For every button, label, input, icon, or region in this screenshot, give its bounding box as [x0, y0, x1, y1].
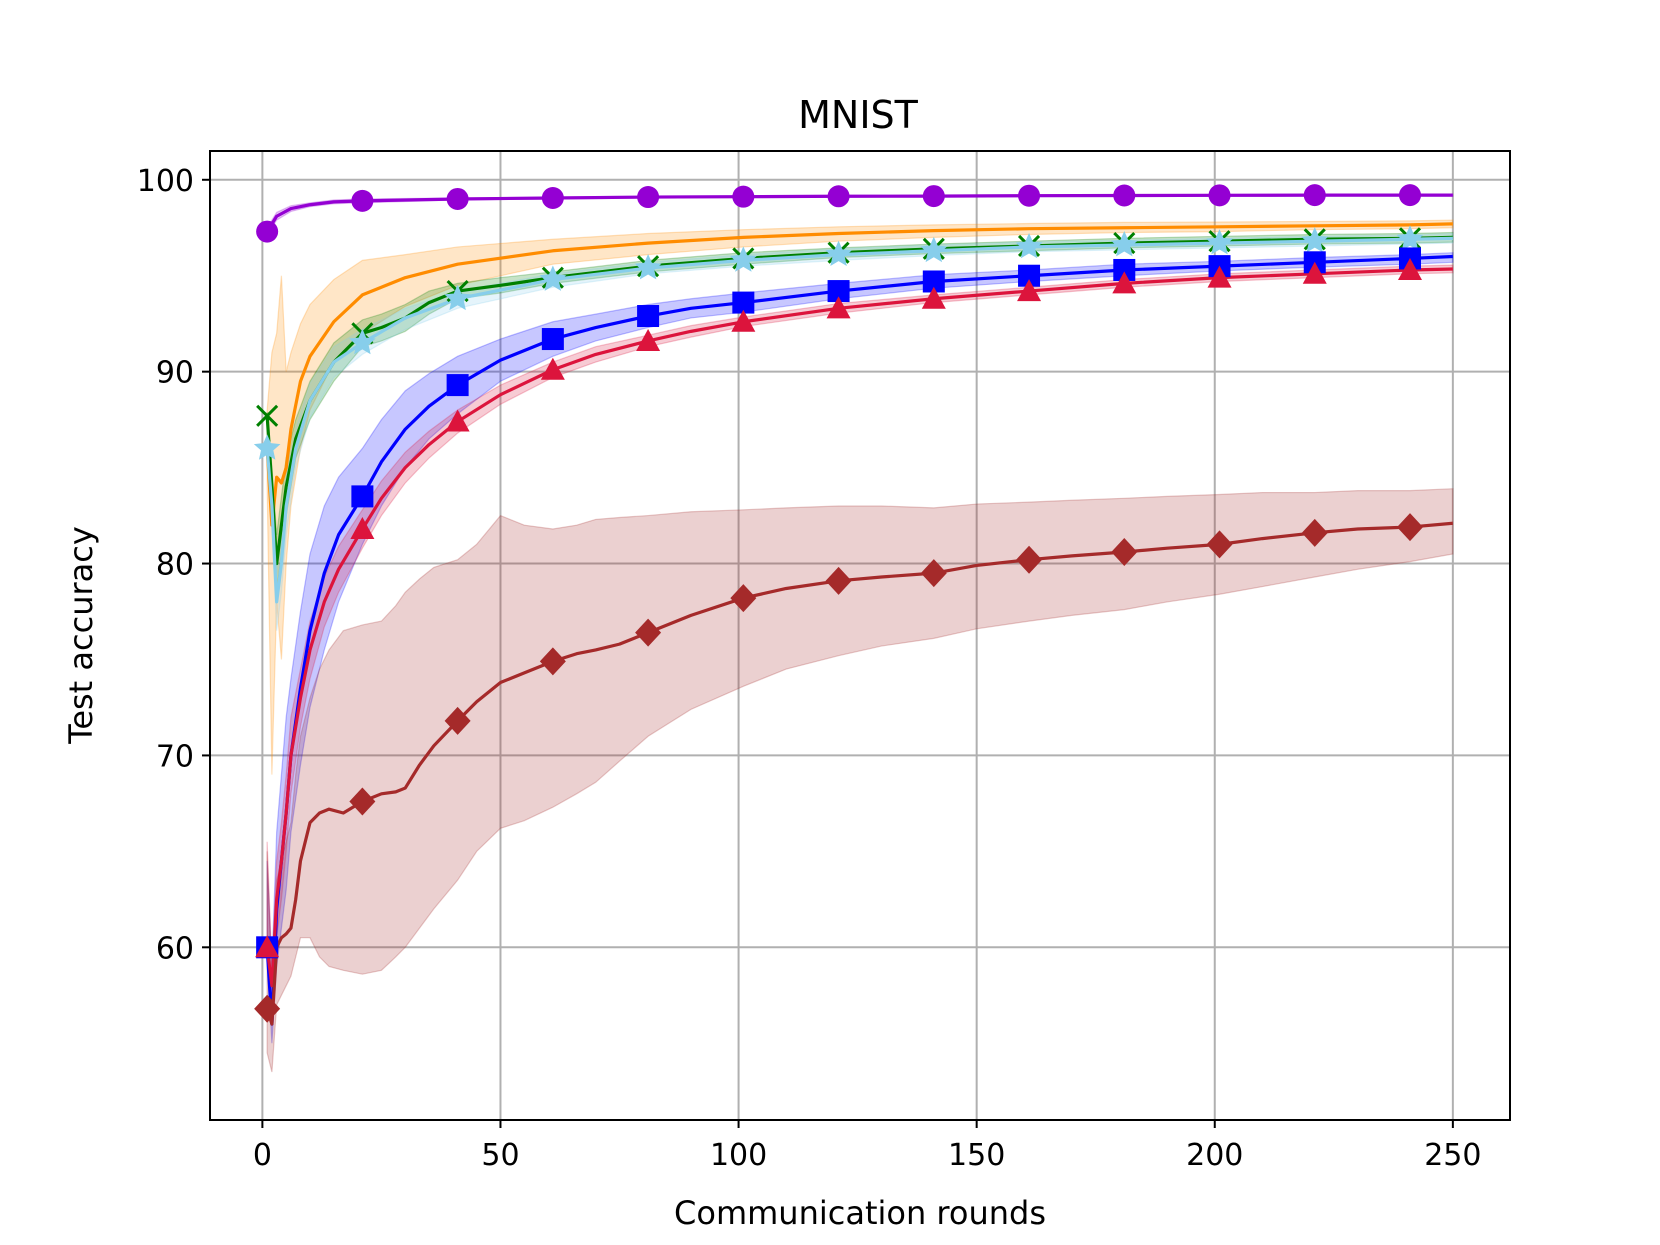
purple-circle-marker [1208, 184, 1231, 207]
blue-square-band [266, 252, 1454, 1044]
purple-circle-marker [1018, 184, 1041, 207]
crimson-triangle-marker [826, 296, 851, 319]
skyblue-star-marker [539, 265, 567, 291]
green-x-marker [256, 404, 279, 427]
x-tick-label: 200 [1186, 1138, 1243, 1173]
y-tick-label: 100 [137, 164, 194, 199]
blue-square-marker [541, 328, 564, 351]
x-tick-label: 100 [710, 1138, 767, 1173]
skyblue-star-marker [634, 254, 662, 280]
x-axis-label: Communication rounds [674, 1194, 1046, 1232]
brown-diamond-marker [920, 559, 947, 588]
skyblue-star-marker [730, 246, 757, 272]
purple-circle-marker [922, 185, 945, 208]
blue-square-marker [446, 374, 469, 397]
purple-circle-marker [1303, 184, 1326, 207]
skyblue-star-marker [349, 328, 376, 355]
blue-square-marker [922, 270, 945, 293]
skyblue-star-line [265, 236, 1453, 604]
x-tick-label: 150 [948, 1138, 1005, 1173]
brown-diamond-marker [1397, 513, 1423, 542]
brown-diamond-marker [539, 647, 566, 676]
purple-circle-marker [1113, 184, 1136, 207]
purple-circle-marker [351, 189, 374, 212]
crimson-triangle-marker [921, 286, 946, 309]
crimson-triangle-marker [1398, 257, 1422, 280]
skyblue-star-marker [1110, 231, 1138, 257]
blue-square-marker [1018, 264, 1041, 287]
y-axis-label: Test accuracy [62, 526, 100, 745]
y-tick-label: 70 [156, 739, 194, 774]
crimson-triangle-marker [1112, 271, 1137, 294]
blue-square-marker [732, 291, 755, 314]
purple-circle-line [265, 193, 1453, 233]
skyblue-star-marker [1206, 229, 1233, 255]
crimson-triangle-marker [636, 328, 661, 351]
crimson-triangle-marker [1207, 265, 1232, 288]
x-tick-label: 0 [253, 1138, 272, 1173]
axis-ticks: 0 50 100 150 200 250 60 70 80 90 100 [137, 164, 1482, 1173]
plot-frame [209, 150, 1511, 1121]
skyblue-star-marker [1396, 225, 1424, 251]
purple-circle-marker [827, 185, 850, 208]
orange-band [266, 219, 1454, 775]
skyblue-star-marker [1301, 227, 1329, 253]
crimson-triangle-marker [540, 357, 565, 380]
x-tick-label: 50 [481, 1138, 519, 1173]
crimson-triangle-band [266, 264, 1454, 1005]
blue-square-marker [351, 485, 374, 508]
x-tick-label: 250 [1424, 1138, 1481, 1173]
purple-circle-marker [637, 186, 660, 209]
brown-diamond-marker [730, 584, 757, 613]
brown-diamond-marker [825, 566, 852, 595]
brown-diamond-marker [1016, 545, 1043, 574]
brown-diamond-marker [635, 618, 662, 647]
skyblue-star-band [266, 232, 1454, 631]
skyblue-star-marker [1015, 232, 1043, 259]
blue-square-marker [637, 305, 660, 328]
brown-diamond-marker [1111, 538, 1138, 567]
skyblue-star-marker [920, 236, 948, 263]
confidence-bands [266, 193, 1454, 1073]
purple-circle-marker [446, 187, 469, 210]
purple-circle-marker [1399, 184, 1421, 207]
purple-circle-marker [732, 185, 755, 208]
y-tick-label: 90 [156, 356, 194, 391]
crimson-triangle-marker [731, 309, 756, 332]
y-tick-label: 80 [156, 548, 194, 583]
brown-diamond-band [266, 488, 1454, 1073]
brown-diamond-marker [1206, 530, 1233, 559]
brown-diamond-marker [444, 706, 471, 735]
crimson-triangle-marker [1302, 261, 1327, 284]
crimson-triangle-marker [445, 409, 470, 432]
brown-diamond-marker [349, 787, 376, 816]
skyblue-star-marker [825, 240, 852, 266]
green-x-band [266, 231, 1454, 593]
skyblue-star-marker [444, 284, 471, 311]
series-markers [253, 184, 1424, 1023]
orange-line [265, 222, 1453, 527]
crimson-triangle-marker [255, 935, 280, 958]
brown-diamond-marker [254, 994, 281, 1023]
crimson-triangle-marker [1017, 279, 1042, 302]
chart-title: MNIST [798, 93, 919, 137]
y-tick-label: 60 [156, 931, 194, 966]
purple-circle-marker [256, 220, 279, 243]
brown-diamond-marker [1301, 518, 1328, 547]
crimson-triangle-marker [350, 517, 375, 540]
blue-square-marker [827, 280, 850, 303]
purple-circle-marker [541, 187, 564, 210]
blue-square-marker [1113, 258, 1136, 281]
skyblue-star-marker [253, 434, 281, 460]
